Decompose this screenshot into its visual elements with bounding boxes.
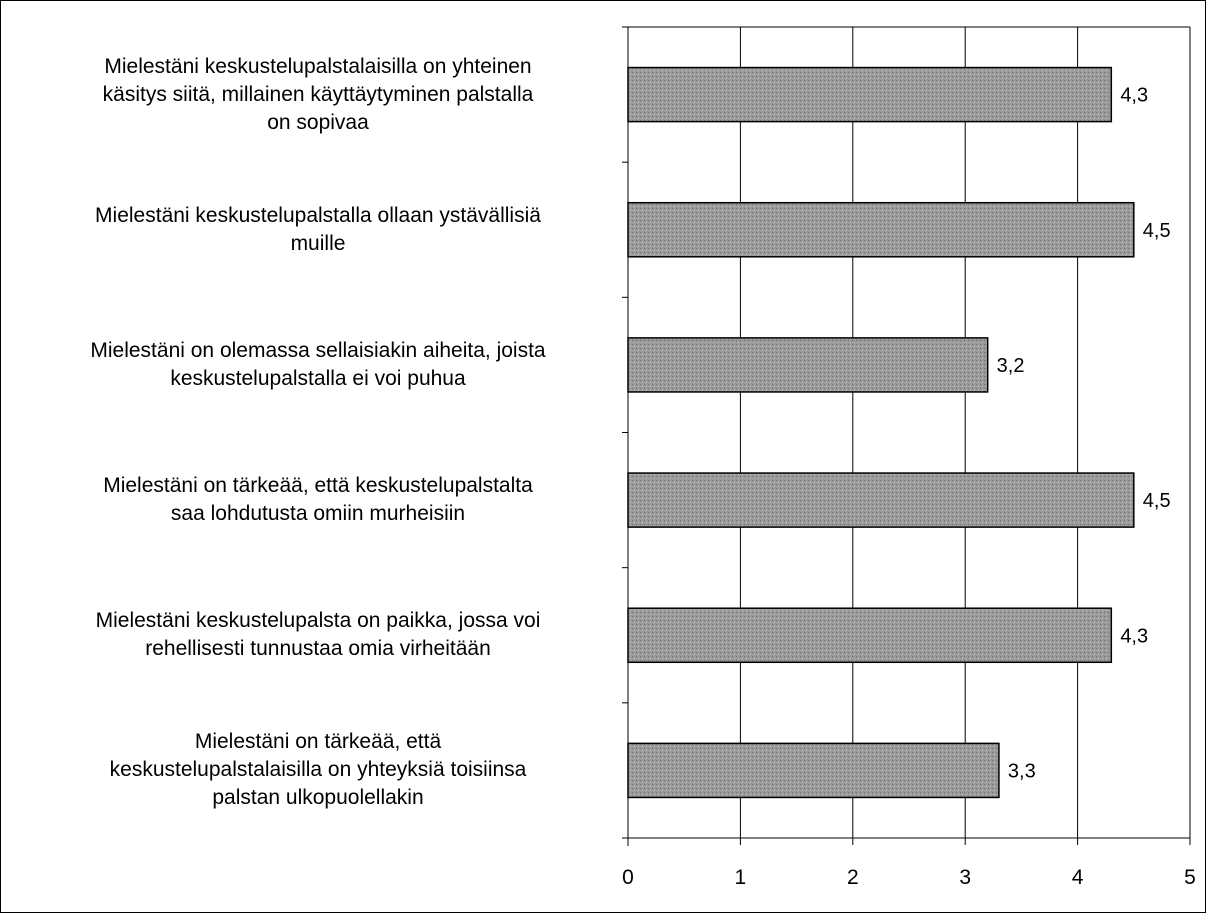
bar [627, 742, 1000, 799]
bar [627, 66, 1113, 123]
value-label: 4,5 [1143, 220, 1171, 242]
x-tick-label: 3 [959, 866, 971, 889]
x-tick-label: 5 [1184, 866, 1196, 889]
bar [627, 337, 989, 393]
category-label: Mielestäni keskustelupalstalla ollaan ys… [95, 203, 541, 255]
value-label: 3,3 [1008, 760, 1036, 782]
category-label: Mielestäni on tärkeää, että keskustelupa… [109, 730, 527, 810]
x-tick-label: 0 [622, 866, 634, 889]
value-label: 4,3 [1120, 85, 1148, 107]
bar [627, 607, 1113, 664]
x-tick-label: 4 [1072, 866, 1084, 889]
x-tick-label: 1 [735, 866, 747, 889]
category-label: Mielestäni on olemassa sellaisiakin aihe… [90, 338, 546, 390]
value-label: 4,3 [1120, 625, 1148, 647]
value-label: 3,2 [997, 355, 1025, 377]
x-tick-label: 2 [847, 866, 859, 889]
category-label: Mielestäni keskustelupalsta on paikka, j… [95, 609, 541, 661]
bar [627, 201, 1135, 258]
value-label: 4,5 [1143, 490, 1171, 512]
category-label: Mielestäni keskustelupalstalaisilla on y… [102, 54, 534, 134]
bar [627, 472, 1135, 528]
category-label: Mielestäni on tärkeää, että keskustelupa… [103, 474, 533, 526]
